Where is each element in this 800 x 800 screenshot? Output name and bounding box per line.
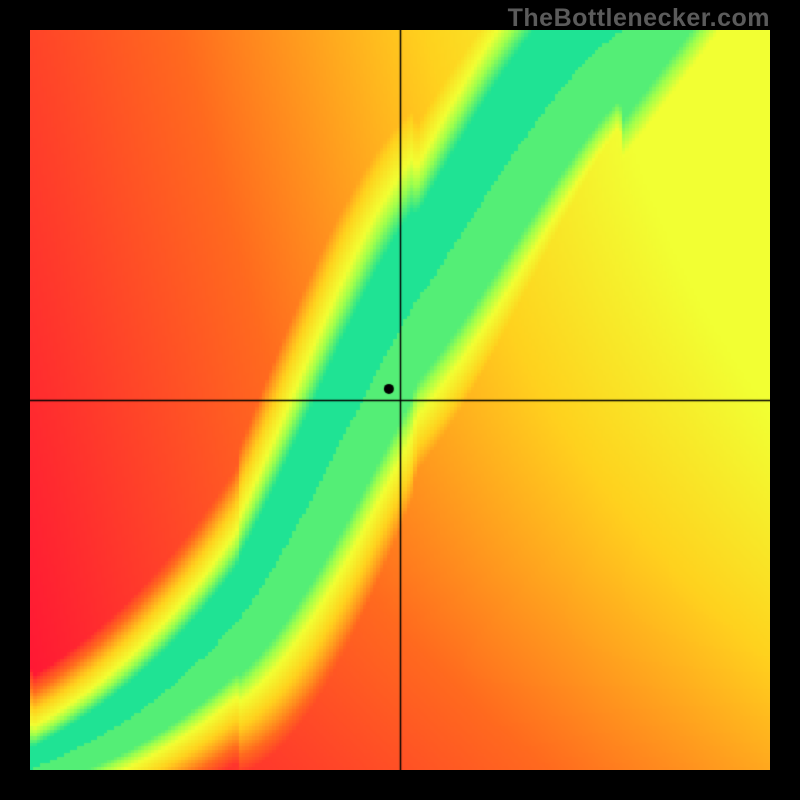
watermark-text: TheBottlenecker.com bbox=[508, 4, 770, 33]
chart-stage: { "canvas": { "width": 800, "height": 80… bbox=[0, 0, 800, 800]
bottleneck-heatmap bbox=[30, 30, 770, 770]
